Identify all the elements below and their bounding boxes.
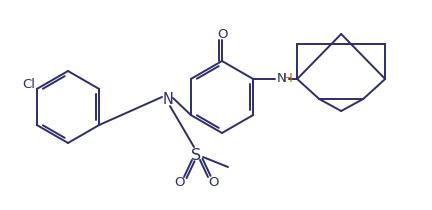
Text: Cl: Cl	[22, 77, 35, 91]
Text: O: O	[174, 176, 184, 189]
Text: N: N	[162, 92, 173, 108]
Text: H: H	[283, 72, 293, 85]
Text: N: N	[277, 72, 287, 85]
Text: S: S	[191, 147, 201, 163]
Text: O: O	[208, 176, 218, 189]
Text: O: O	[217, 29, 227, 42]
